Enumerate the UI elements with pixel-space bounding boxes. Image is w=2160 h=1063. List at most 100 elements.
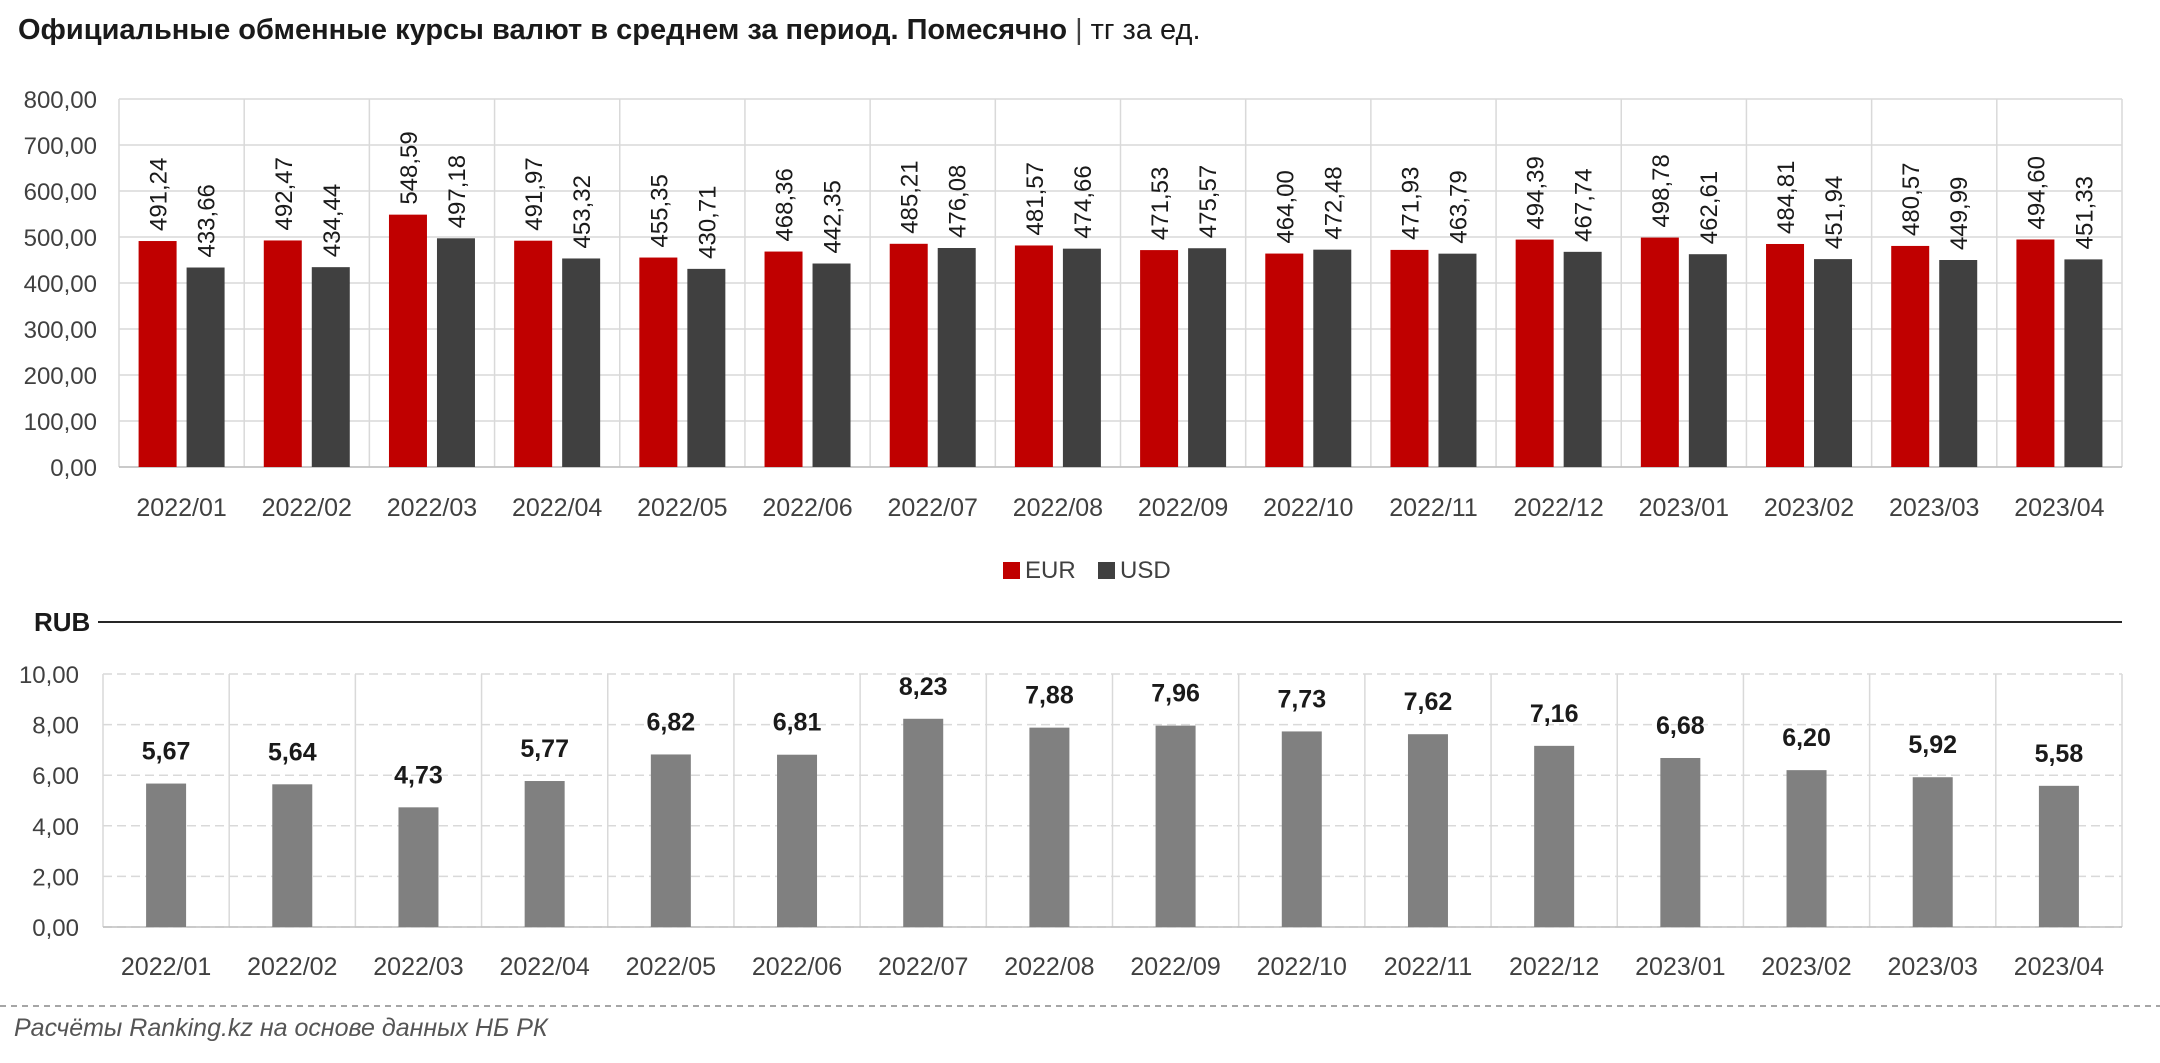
chart-legend: EUR USD bbox=[1003, 557, 1171, 584]
y-tick-label: 100,00 bbox=[24, 409, 97, 436]
chart-title: Официальные обменные курсы валют в средн… bbox=[18, 14, 1068, 46]
bar-usd bbox=[1438, 253, 1477, 467]
data-label-rub: 6,68 bbox=[1656, 712, 1705, 740]
bar-eur bbox=[1390, 249, 1429, 467]
data-label-eur: 464,00 bbox=[1272, 170, 1299, 243]
data-label-rub: 5,77 bbox=[520, 735, 569, 763]
bar-rub bbox=[650, 754, 691, 927]
eur-usd-chart: 0,00 100,00 200,00 300,00 400,00 500,00 600,00… bbox=[24, 87, 2123, 522]
x-tick-label: 2022/12 bbox=[1513, 494, 1603, 522]
data-label-usd: 434,44 bbox=[319, 184, 346, 257]
page-title: Официальные обменные курсы валют в средн… bbox=[18, 14, 1201, 47]
x-tick-label: 2022/07 bbox=[878, 953, 968, 981]
x-tick-label: 2022/07 bbox=[888, 494, 978, 522]
bar-eur bbox=[1891, 245, 1930, 467]
y-tick-label: 10,00 bbox=[19, 662, 79, 689]
y-tick-label: 400,00 bbox=[24, 271, 97, 298]
bar-usd bbox=[1814, 259, 1853, 467]
data-label-usd: 472,48 bbox=[1320, 166, 1347, 239]
rub-chart: 0,00 2,00 4,00 6,00 8,00 10,00 5,67 2022/01 5,64… bbox=[19, 662, 2123, 981]
bar-eur bbox=[138, 241, 177, 467]
source-note: Расчёты Ranking.kz на основе данных НБ Р… bbox=[14, 1014, 548, 1042]
bar-rub bbox=[272, 784, 313, 927]
data-label-rub: 7,73 bbox=[1277, 685, 1326, 713]
x-tick-label: 2022/12 bbox=[1509, 953, 1599, 981]
bar-rub bbox=[398, 807, 439, 927]
data-label-rub: 4,73 bbox=[394, 761, 443, 789]
x-tick-label: 2022/04 bbox=[499, 953, 589, 981]
bar-eur bbox=[1014, 245, 1053, 467]
bar-usd bbox=[1188, 248, 1227, 467]
data-label-usd: 474,66 bbox=[1070, 165, 1097, 238]
data-label-eur: 492,47 bbox=[271, 157, 298, 230]
data-label-usd: 476,08 bbox=[945, 165, 972, 238]
x-tick-label: 2023/04 bbox=[2014, 494, 2104, 522]
data-label-usd: 433,66 bbox=[194, 184, 221, 257]
y-tick-label: 8,00 bbox=[32, 713, 79, 740]
title-unit: тг за ед. bbox=[1090, 14, 1201, 46]
bar-usd bbox=[687, 268, 726, 467]
data-label-rub: 7,96 bbox=[1151, 680, 1200, 708]
x-tick-label: 2023/02 bbox=[1764, 494, 1854, 522]
bar-eur bbox=[514, 240, 553, 467]
bar-usd bbox=[812, 263, 851, 467]
bar-eur bbox=[388, 214, 427, 467]
bar-eur bbox=[764, 251, 803, 467]
bar-rub bbox=[1281, 731, 1322, 927]
data-label-usd: 430,71 bbox=[694, 185, 721, 258]
data-label-rub: 8,23 bbox=[899, 673, 948, 701]
x-tick-label: 2022/02 bbox=[262, 494, 352, 522]
bar-eur bbox=[1140, 250, 1179, 467]
bar-eur bbox=[889, 243, 928, 467]
data-label-rub: 6,20 bbox=[1782, 724, 1831, 752]
data-label-eur: 471,53 bbox=[1147, 167, 1174, 240]
data-label-rub: 5,64 bbox=[268, 738, 317, 766]
legend-label-eur: EUR bbox=[1025, 557, 1076, 584]
x-tick-label: 2023/01 bbox=[1635, 953, 1725, 981]
bar-rub bbox=[777, 754, 818, 927]
bar-usd bbox=[186, 267, 225, 467]
bar-rub bbox=[2038, 785, 2079, 927]
data-label-usd: 463,79 bbox=[1445, 170, 1472, 243]
x-tick-label: 2022/08 bbox=[1004, 953, 1094, 981]
bar-rub bbox=[524, 781, 565, 927]
bar-rub bbox=[1534, 745, 1575, 927]
data-label-rub: 6,82 bbox=[647, 708, 696, 736]
data-label-eur: 481,57 bbox=[1022, 162, 1049, 235]
data-label-rub: 7,88 bbox=[1025, 682, 1074, 710]
data-label-usd: 475,57 bbox=[1195, 165, 1222, 238]
y-tick-label: 300,00 bbox=[24, 317, 97, 344]
x-tick-label: 2022/01 bbox=[136, 494, 226, 522]
legend-swatch-usd bbox=[1098, 562, 1115, 579]
legend-swatch-eur bbox=[1003, 562, 1020, 579]
data-label-rub: 7,62 bbox=[1404, 688, 1453, 716]
bar-usd bbox=[2064, 259, 2103, 467]
bar-eur bbox=[1265, 253, 1304, 467]
legend-label-usd: USD bbox=[1120, 557, 1171, 584]
data-label-usd: 467,74 bbox=[1571, 168, 1598, 241]
x-tick-label: 2022/02 bbox=[247, 953, 337, 981]
data-label-rub: 5,58 bbox=[2035, 740, 2084, 768]
y-tick-label: 6,00 bbox=[32, 763, 79, 790]
bar-usd bbox=[937, 248, 976, 467]
data-label-eur: 468,36 bbox=[772, 168, 799, 241]
x-tick-label: 2023/04 bbox=[2014, 953, 2104, 981]
x-tick-label: 2022/09 bbox=[1130, 953, 1220, 981]
x-tick-label: 2023/03 bbox=[1889, 494, 1979, 522]
x-tick-label: 2022/01 bbox=[121, 953, 211, 981]
bar-eur bbox=[263, 240, 302, 467]
bar-eur bbox=[1640, 237, 1679, 467]
data-label-usd: 451,94 bbox=[1821, 176, 1848, 249]
bar-usd bbox=[562, 258, 601, 467]
bar-usd bbox=[311, 267, 350, 467]
x-tick-label: 2022/05 bbox=[626, 953, 716, 981]
data-label-eur: 498,78 bbox=[1648, 154, 1675, 227]
bar-rub bbox=[1660, 757, 1701, 927]
bar-rub bbox=[146, 783, 187, 927]
bar-usd bbox=[1939, 260, 1978, 467]
data-label-eur: 485,21 bbox=[897, 160, 924, 233]
y-tick-label: 4,00 bbox=[32, 814, 79, 841]
x-tick-label: 2022/10 bbox=[1257, 953, 1347, 981]
bar-usd bbox=[1062, 248, 1101, 467]
